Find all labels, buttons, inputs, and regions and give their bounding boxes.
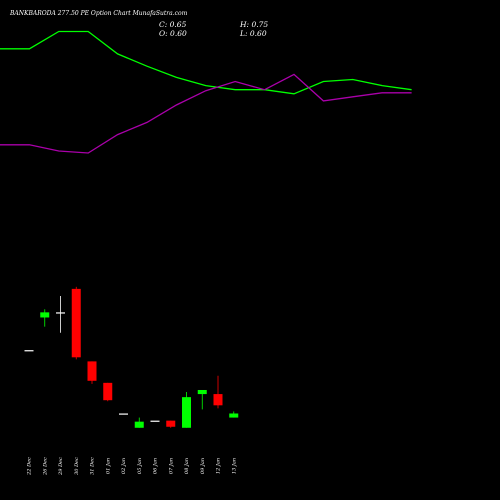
x-tick-label: 07 Jan	[168, 458, 174, 474]
close-value-label: C: 0.65	[159, 20, 187, 29]
x-tick-label: 29 Dec	[58, 457, 64, 476]
low-value-label: L: 0.60	[240, 29, 267, 38]
candle-body	[87, 361, 97, 381]
open-value-label: O: 0.60	[159, 29, 187, 38]
candle-body	[229, 413, 239, 418]
candle-body	[119, 413, 128, 415]
chart-title: BANKBARODA 277.50 PE Option Chart Munafa…	[10, 10, 188, 17]
candle-body	[134, 421, 144, 428]
magenta-indicator-line	[0, 73, 412, 154]
x-tick-label: 08 Jan	[184, 458, 190, 474]
candle-body	[182, 397, 191, 428]
x-tick-label: 22 Dec	[27, 457, 33, 476]
candle-body	[56, 312, 65, 314]
x-tick-label: 13 Jan	[231, 458, 237, 474]
x-tick-label: 09 Jan	[200, 458, 206, 474]
x-tick-label: 12 Jan	[216, 458, 222, 474]
candle-body	[103, 382, 113, 401]
candle-body	[166, 420, 176, 427]
x-tick-label: 01 Jan	[105, 458, 111, 474]
candle-body	[71, 288, 81, 358]
candle-body	[197, 389, 207, 395]
candle-body	[213, 394, 223, 406]
candle-body	[150, 420, 160, 422]
x-tick-label: 31 Dec	[90, 457, 96, 475]
x-tick-label: 26 Dec	[42, 457, 48, 476]
x-tick-label: 05 Jan	[137, 458, 143, 474]
candle-body	[24, 350, 34, 352]
high-value-label: H: 0.75	[240, 20, 269, 29]
candle-body	[40, 312, 50, 318]
x-tick-label: 02 Jan	[121, 458, 127, 474]
green-indicator-line	[0, 30, 412, 95]
x-tick-label: 30 Dec	[74, 457, 80, 475]
x-tick-label: 06 Jan	[153, 458, 159, 474]
